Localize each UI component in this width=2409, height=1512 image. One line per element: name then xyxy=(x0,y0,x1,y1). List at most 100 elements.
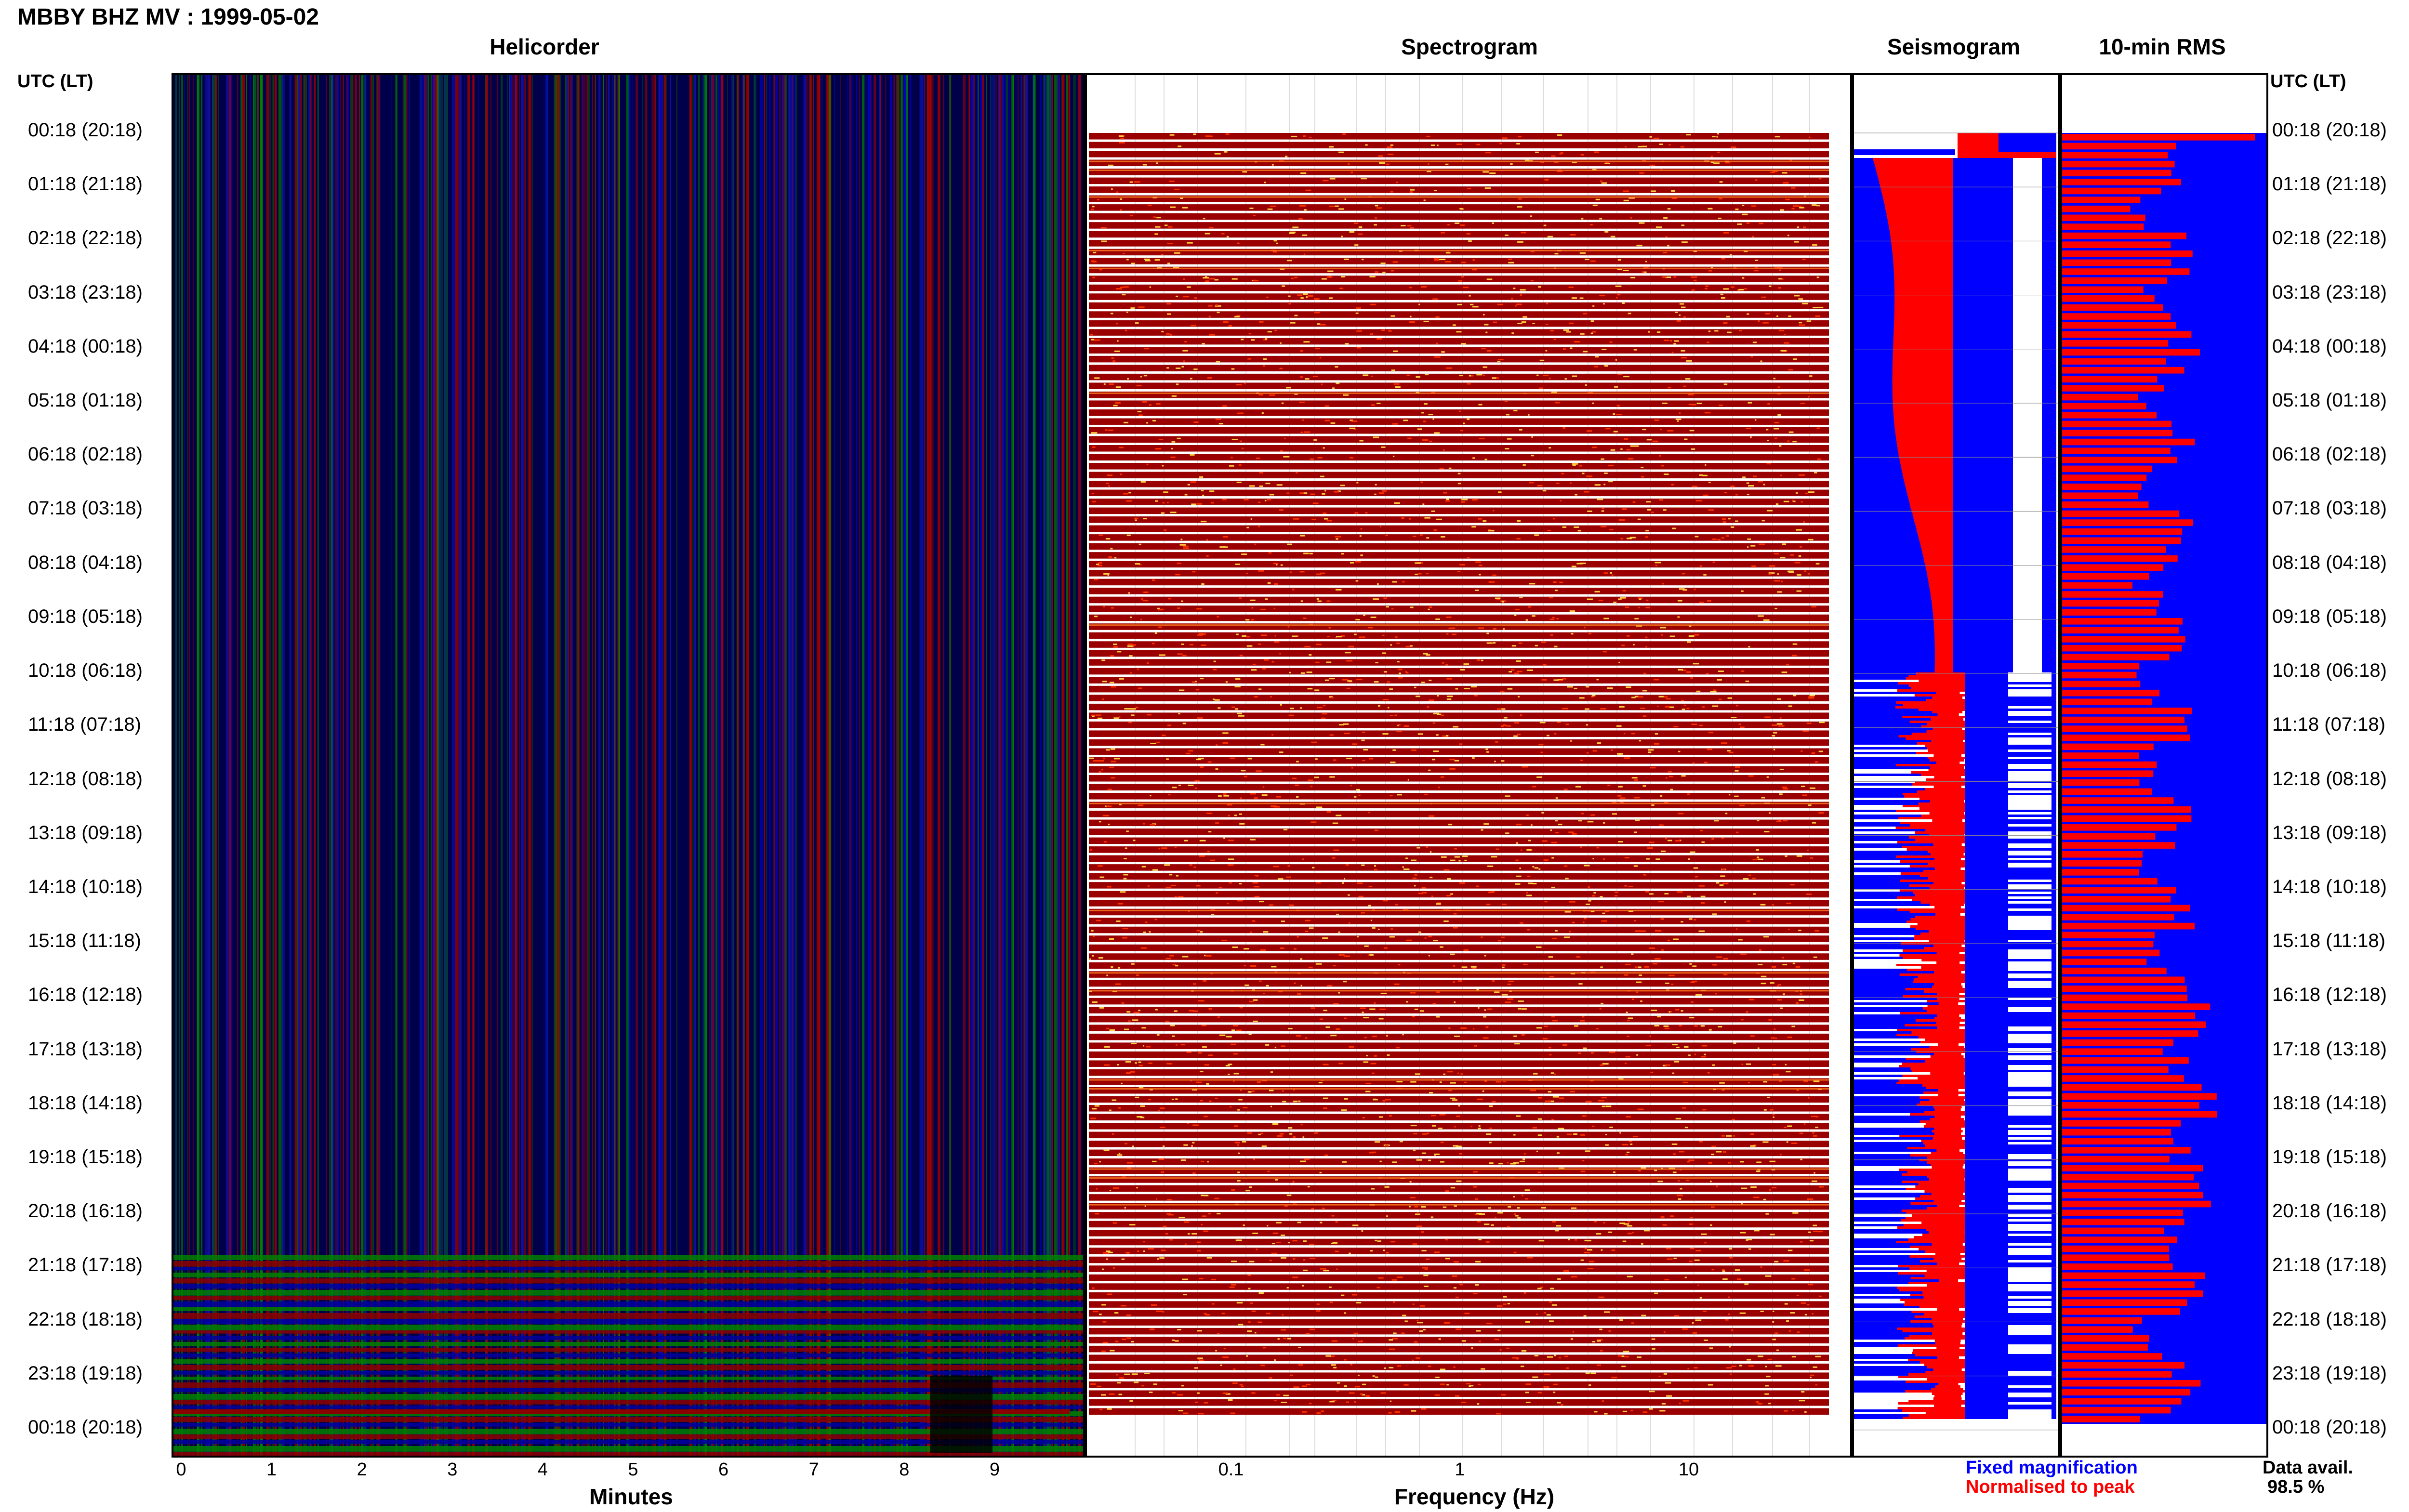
seismogram-fixed xyxy=(1953,398,2056,401)
spectrogram-cell xyxy=(1305,920,1310,921)
seismogram-fixed xyxy=(1953,444,2056,447)
spectrogram-cell xyxy=(1618,519,1625,521)
spectrogram-cell xyxy=(1337,490,1341,492)
spectrogram-cell xyxy=(1516,842,1519,844)
time-label-left: 07:18 (03:18) xyxy=(28,498,143,519)
seismogram-fixed xyxy=(2013,167,2042,170)
spectrogram-cell xyxy=(1665,838,1667,840)
seismogram-fixed xyxy=(1854,747,1950,749)
spectrogram-cell xyxy=(1619,1132,1621,1134)
spectrogram-cell xyxy=(1808,491,1814,493)
spectrogram-cell xyxy=(1377,928,1380,930)
spectrogram-cell xyxy=(1157,607,1160,609)
spectrogram-cell xyxy=(1226,1036,1232,1038)
spectrogram-cell xyxy=(1671,484,1674,486)
spectrogram-cell xyxy=(1458,860,1461,862)
spectrogram-cell xyxy=(1508,1206,1511,1208)
spectrogram-cell xyxy=(1730,1373,1732,1375)
spectrogram-cell xyxy=(1370,303,1376,305)
seismogram-norm xyxy=(1893,268,1953,271)
spectrogram-cell xyxy=(1800,750,1803,752)
spectrogram-cell xyxy=(1200,521,1207,523)
spectrogram-cell xyxy=(1548,1091,1552,1093)
helicorder-trace xyxy=(642,75,644,1456)
spectrogram-cell xyxy=(1547,529,1551,531)
spectrogram-cell xyxy=(1513,1162,1519,1164)
spectrogram-cell xyxy=(1752,236,1754,237)
spectrogram-cell xyxy=(1681,350,1685,352)
helicorder-trace xyxy=(1011,75,1013,1456)
spectrogram-cell xyxy=(1571,633,1574,635)
seismogram-fixed xyxy=(2013,320,2042,323)
spectrogram-cell xyxy=(1178,689,1185,691)
spectrogram-cell xyxy=(1421,1249,1427,1251)
time-label-right: 22:18 (18:18) xyxy=(2272,1308,2387,1330)
seismogram-fixed xyxy=(2013,461,2042,464)
spectrogram-cell xyxy=(1331,1364,1336,1366)
helicorder-trace xyxy=(299,75,302,1456)
spectrogram-cell xyxy=(1572,161,1577,163)
spectrogram-cell xyxy=(1110,313,1113,315)
spectrogram-cell xyxy=(1520,289,1526,291)
spectrogram-cell xyxy=(1459,882,1465,884)
spectrogram-cell xyxy=(1489,1142,1492,1144)
spectrogram-cell xyxy=(1429,815,1435,817)
spectrogram-cell xyxy=(1333,1367,1337,1368)
spectrogram-cell xyxy=(1300,985,1302,986)
spectrogram-cell xyxy=(1334,491,1339,493)
helicorder-trace xyxy=(927,75,930,1456)
seismogram-fixed xyxy=(1953,516,2056,519)
spectrogram-cell xyxy=(1815,563,1820,565)
spectrogram-cell xyxy=(1763,619,1770,621)
spectrogram-row xyxy=(1089,561,1829,568)
spectrogram-cell xyxy=(1212,698,1215,700)
seismogram-fixed xyxy=(1953,571,2056,574)
spectrogram-cell xyxy=(1595,356,1599,358)
spectrogram-cell xyxy=(1681,224,1685,226)
spectrogram-cell xyxy=(1671,1143,1678,1145)
helicorder-trace xyxy=(173,1290,1083,1296)
spectrogram-cell xyxy=(1138,543,1141,545)
spectrogram-cell xyxy=(1789,159,1792,161)
spectrogram-cell xyxy=(1241,770,1246,772)
spectrogram-cell xyxy=(1547,1314,1551,1316)
seismogram-fixed xyxy=(2013,187,2042,190)
spectrogram-cell xyxy=(1455,1395,1460,1397)
spectrogram-cell xyxy=(1694,634,1699,636)
spectrogram-cell xyxy=(1159,1257,1165,1259)
seismogram-fixed xyxy=(1854,589,1960,592)
seismogram-fixed xyxy=(2013,508,2042,511)
helicorder-trace xyxy=(775,75,778,1456)
spectrogram-cell xyxy=(1718,217,1721,219)
helicorder-trace xyxy=(364,75,367,1456)
spectrogram-cell xyxy=(1540,751,1543,753)
spectrogram-row xyxy=(1089,1399,1829,1406)
spectrogram-cell xyxy=(1526,892,1528,894)
spectrogram-cell xyxy=(1389,1339,1393,1341)
spectrogram-cell xyxy=(1784,1303,1788,1305)
spectrogram-cell xyxy=(1178,784,1181,786)
seismogram-norm xyxy=(1932,612,1953,615)
spectrogram-cell xyxy=(1301,1285,1304,1287)
helicorder-trace xyxy=(282,75,285,1456)
spectrogram-cell xyxy=(1187,1123,1190,1125)
spectrogram-cell xyxy=(1551,841,1558,843)
spectrogram-cell xyxy=(1432,759,1435,761)
spectrogram-cell xyxy=(1237,412,1243,414)
spectrogram-row xyxy=(1089,1042,1829,1049)
time-label-left: 08:18 (04:18) xyxy=(28,552,143,573)
spectrogram-cell xyxy=(1693,250,1697,252)
spectrogram-row xyxy=(1089,944,1829,951)
seismogram-fixed xyxy=(1953,216,2056,219)
seismogram-fixed xyxy=(1953,193,2056,196)
seismogram-fixed xyxy=(2013,574,2042,577)
spectrogram-cell xyxy=(1496,708,1501,710)
seismogram-fixed xyxy=(2013,222,2042,224)
spectrogram-cell xyxy=(1449,759,1455,761)
spectrogram-cell xyxy=(1265,1044,1270,1046)
spectrogram-cell xyxy=(1174,1010,1178,1012)
helicorder-trace xyxy=(1007,75,1010,1456)
spectrogram-cell xyxy=(1417,1212,1419,1214)
spectrogram-cell xyxy=(1342,679,1349,681)
time-label-left: 05:18 (01:18) xyxy=(28,390,143,411)
